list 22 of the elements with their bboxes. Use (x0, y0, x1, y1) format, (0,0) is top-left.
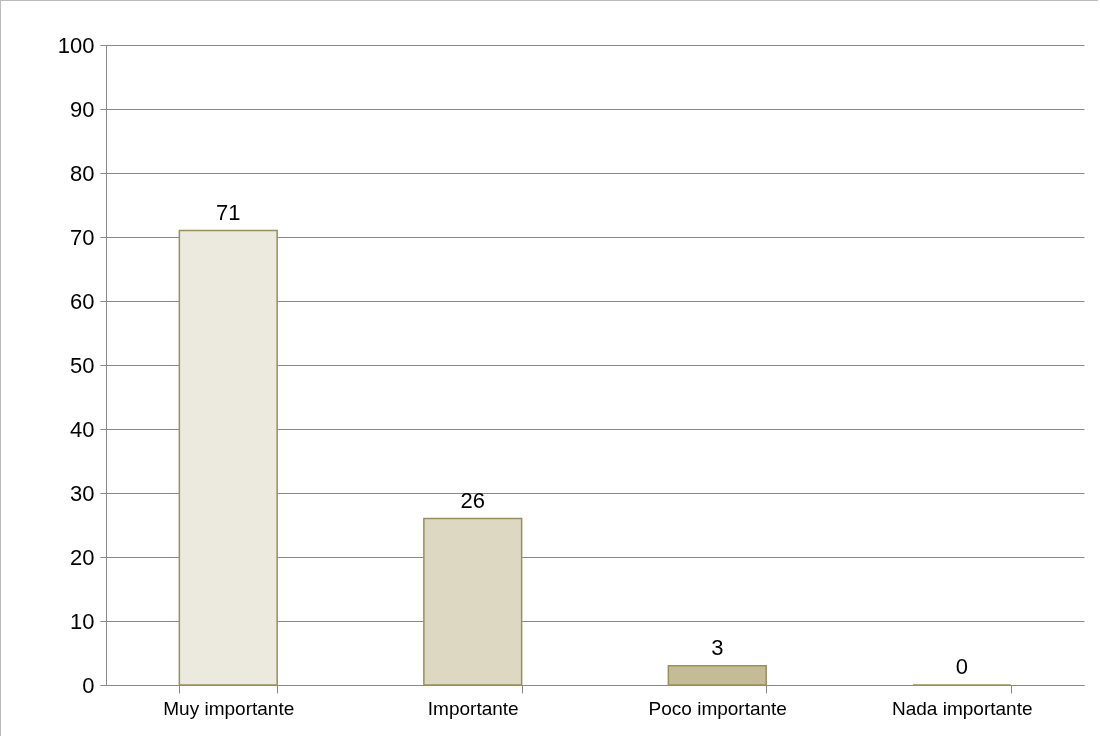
y-tick-label: 60 (70, 288, 95, 314)
data-label: 71 (216, 199, 241, 225)
y-tick-label: 10 (70, 608, 95, 634)
x-tick-label: Poco importante (648, 697, 787, 719)
y-tick-label: 70 (70, 224, 95, 250)
y-tick-label: 100 (57, 32, 95, 58)
y-tick-label: 30 (70, 480, 95, 506)
x-tick-label: Importante (427, 697, 519, 719)
x-tick-label: Nada importante (892, 697, 1033, 719)
bar (667, 665, 767, 686)
y-tick-label: 20 (70, 544, 95, 570)
bar (423, 517, 523, 686)
data-label: 26 (460, 487, 485, 513)
y-tick-label: 40 (70, 416, 95, 442)
y-tick-label: 90 (70, 96, 95, 122)
data-label: 3 (711, 634, 724, 660)
data-label: 0 (955, 654, 968, 679)
y-tick-label: 0 (82, 672, 95, 698)
x-tick-label: Muy importante (163, 697, 295, 719)
bar (178, 229, 278, 686)
y-tick-label: 50 (70, 352, 95, 378)
y-tick-label: 80 (70, 160, 95, 186)
